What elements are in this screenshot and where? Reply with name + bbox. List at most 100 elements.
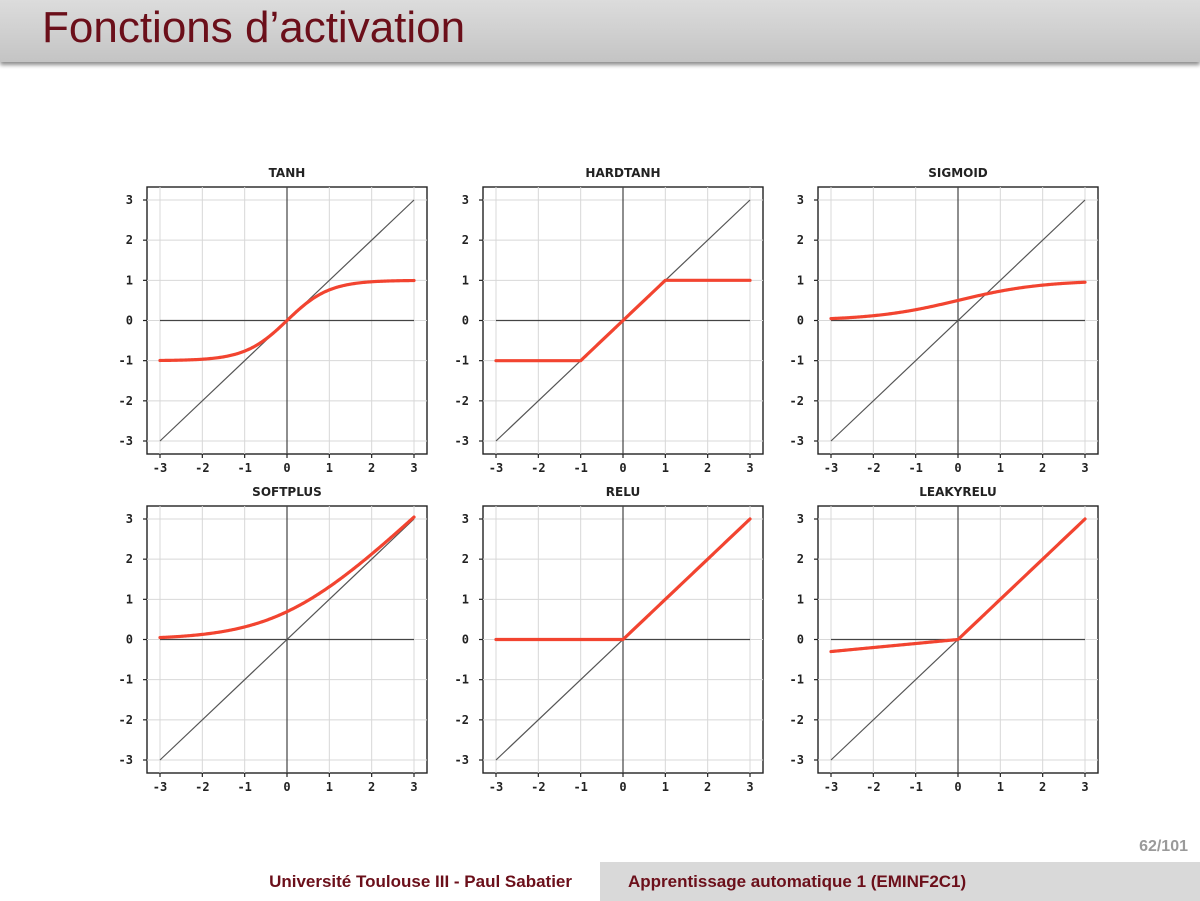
y-tick-label: 1 [462, 592, 469, 606]
x-tick-label: 3 [746, 780, 753, 794]
chart-relu: -3 -2 -1 0 1 2 3 -3 -2 -1 0 1 2 3 RELU [455, 485, 764, 794]
x-tick-label: 3 [410, 780, 417, 794]
identity-line [830, 199, 1086, 442]
x-tick-label: 3 [1081, 461, 1088, 475]
x-tick-label: -1 [237, 461, 251, 475]
y-tick-label: 1 [797, 592, 804, 606]
page-number: 62/101 [1139, 838, 1188, 855]
chart-title: LEAKYRELU [919, 485, 997, 499]
chart-title: HARDTANH [585, 166, 660, 180]
x-tick-label: -2 [195, 461, 209, 475]
x-tick-label: 2 [1039, 461, 1046, 475]
y-tick-label: -3 [455, 434, 469, 448]
y-tick-label: 1 [462, 273, 469, 287]
y-tick-label: -1 [455, 354, 469, 368]
x-tick-label: -3 [153, 461, 167, 475]
y-tick-label: 2 [797, 552, 804, 566]
x-tick-label: -1 [908, 780, 922, 794]
x-tick-label: 3 [746, 461, 753, 475]
x-tick-label: 2 [368, 461, 375, 475]
x-tick-label: -2 [531, 780, 545, 794]
x-tick-label: -3 [489, 461, 503, 475]
y-tick-label: -1 [790, 673, 804, 687]
y-tick-label: -3 [119, 753, 133, 767]
y-tick-label: 0 [797, 633, 804, 647]
identity-line [159, 518, 415, 761]
chart-sigmoid: -3 -2 -1 0 1 2 3 -3 -2 -1 0 1 2 3 SIGMOID [790, 166, 1099, 475]
x-tick-label: 1 [326, 780, 333, 794]
x-tick-label: 1 [997, 780, 1004, 794]
y-tick-label: 0 [126, 633, 133, 647]
x-tick-label: -2 [531, 461, 545, 475]
footer: Université Toulouse III - Paul Sabatier … [0, 862, 1200, 901]
x-tick-label: 2 [704, 780, 711, 794]
slide-title: Fonctions d’activation [42, 3, 466, 52]
y-tick-label: -3 [119, 434, 133, 448]
slide-title-bar: Fonctions d’activation [0, 0, 1200, 62]
chart-leakyrelu: -3 -2 -1 0 1 2 3 -3 -2 -1 0 1 2 3 LEAKYRELU [790, 485, 1099, 794]
y-tick-label: -3 [455, 753, 469, 767]
chart-title: RELU [606, 485, 640, 499]
x-tick-label: 3 [410, 461, 417, 475]
x-tick-label: -1 [573, 780, 587, 794]
x-tick-label: -2 [195, 780, 209, 794]
x-tick-label: 0 [954, 461, 961, 475]
y-tick-label: 1 [126, 592, 133, 606]
y-tick-label: -1 [790, 354, 804, 368]
y-tick-label: 3 [797, 193, 804, 207]
x-tick-label: -2 [866, 461, 880, 475]
x-tick-label: -3 [824, 780, 838, 794]
y-tick-label: 0 [126, 314, 133, 328]
y-tick-label: 1 [797, 273, 804, 287]
x-tick-label: 1 [326, 461, 333, 475]
y-tick-label: 2 [462, 552, 469, 566]
x-tick-label: 0 [283, 780, 290, 794]
y-tick-label: -3 [790, 434, 804, 448]
x-tick-label: 0 [619, 461, 626, 475]
x-tick-label: 2 [368, 780, 375, 794]
x-tick-label: 1 [997, 461, 1004, 475]
x-tick-label: -3 [489, 780, 503, 794]
x-tick-label: -3 [824, 461, 838, 475]
y-tick-label: -1 [119, 354, 133, 368]
chart-softplus: -3 -2 -1 0 1 2 3 -3 -2 -1 0 1 2 3 SOFTPLUS [119, 485, 428, 794]
y-tick-label: -2 [119, 394, 133, 408]
y-tick-label: 3 [462, 512, 469, 526]
chart-tanh: -3 -2 -1 0 1 2 3 -3 -2 -1 0 1 2 3 TANH [119, 166, 428, 475]
x-tick-label: 3 [1081, 780, 1088, 794]
chart-title: SIGMOID [928, 166, 988, 180]
y-tick-label: -2 [455, 394, 469, 408]
y-tick-label: 3 [462, 193, 469, 207]
y-tick-label: 2 [462, 233, 469, 247]
chart-title: TANH [269, 166, 306, 180]
x-tick-label: 0 [283, 461, 290, 475]
x-tick-label: 0 [619, 780, 626, 794]
x-tick-label: -1 [237, 780, 251, 794]
y-tick-label: -2 [790, 394, 804, 408]
y-tick-label: 2 [126, 233, 133, 247]
x-tick-label: -1 [573, 461, 587, 475]
x-tick-label: 2 [704, 461, 711, 475]
y-tick-label: 0 [462, 314, 469, 328]
x-tick-label: -2 [866, 780, 880, 794]
x-tick-label: 2 [1039, 780, 1046, 794]
activation-charts-grid: -3 -2 -1 0 1 2 3 -3 -2 -1 0 1 2 3 TANH -3 -2 -1 0 1 2 3 -3 -2 -1… [119, 166, 1099, 794]
y-tick-label: 2 [126, 552, 133, 566]
x-tick-label: -1 [908, 461, 922, 475]
y-tick-label: -2 [790, 713, 804, 727]
x-tick-label: 0 [954, 780, 961, 794]
chart-title: SOFTPLUS [252, 485, 322, 499]
y-tick-label: 1 [126, 273, 133, 287]
y-tick-label: -2 [455, 713, 469, 727]
y-tick-label: -2 [119, 713, 133, 727]
y-tick-label: 3 [126, 193, 133, 207]
y-tick-label: 0 [797, 314, 804, 328]
y-tick-label: 2 [797, 233, 804, 247]
x-tick-label: -3 [153, 780, 167, 794]
y-tick-label: -3 [790, 753, 804, 767]
y-tick-label: 3 [797, 512, 804, 526]
x-tick-label: 1 [662, 780, 669, 794]
y-tick-label: -1 [455, 673, 469, 687]
y-tick-label: 3 [126, 512, 133, 526]
y-tick-label: 0 [462, 633, 469, 647]
